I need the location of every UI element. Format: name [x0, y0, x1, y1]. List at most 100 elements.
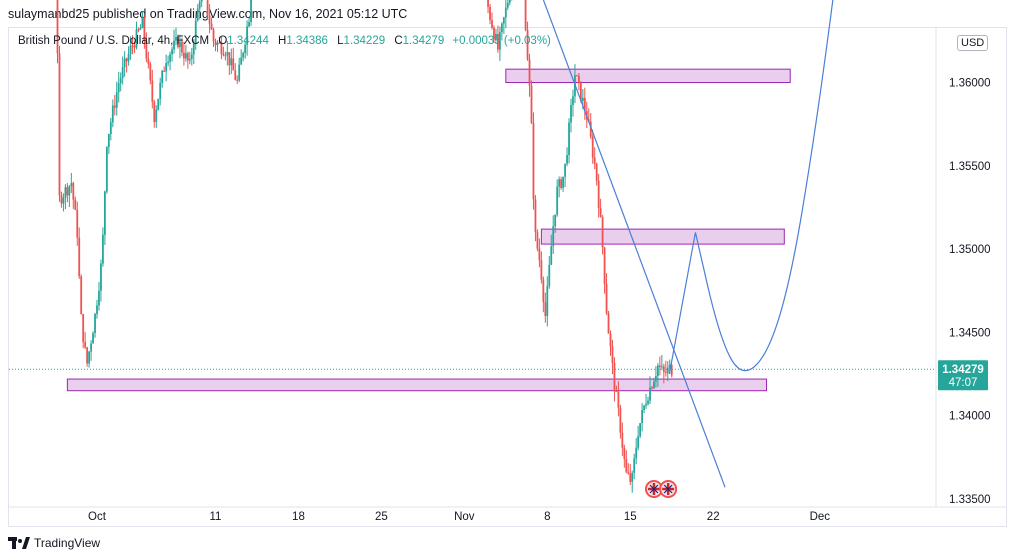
candle-body [489, 6, 491, 20]
candle-body [109, 122, 112, 135]
time-tick-label: 22 [707, 511, 720, 523]
candle-body [593, 157, 596, 164]
candle-body [613, 362, 616, 392]
projection-path [668, 0, 834, 375]
candle-body [508, 0, 511, 3]
candle-body [611, 346, 614, 363]
candle-body [194, 20, 197, 44]
candle-body [115, 92, 118, 108]
candle-body [196, 8, 199, 21]
close-label: C [394, 35, 403, 47]
candle-body [621, 432, 624, 448]
candle-body [609, 333, 612, 347]
candle-body [147, 58, 150, 64]
candle-body [113, 105, 116, 108]
currency-button[interactable]: USD [957, 35, 989, 51]
candle-body [562, 176, 564, 188]
candle-body [601, 216, 604, 248]
candle-body [100, 263, 102, 291]
open-value: 1.34244 [227, 35, 269, 47]
candle-body [131, 45, 134, 47]
candle-body [129, 45, 132, 54]
candle-body [92, 333, 94, 344]
price-tick-label: 1.35500 [949, 161, 991, 173]
candle-body [570, 105, 572, 123]
candle-body [595, 163, 598, 181]
uk-flag-icon [649, 484, 659, 494]
candle-body [70, 183, 73, 187]
candle-body [499, 32, 501, 50]
low-value: 1.34229 [343, 35, 386, 47]
candle-body [165, 63, 168, 72]
time-tick-label: 18 [292, 511, 305, 523]
time-tick-label: 8 [544, 511, 550, 523]
candle-body [615, 391, 618, 393]
price-tick-label: 1.36000 [949, 78, 991, 90]
candle-body [493, 27, 495, 40]
candle-body [583, 97, 586, 112]
candle-body [210, 23, 213, 30]
candle-body [226, 52, 229, 56]
candle-body [157, 98, 160, 110]
time-tick-label: Oct [88, 511, 107, 523]
candle-body [56, 0, 59, 54]
candle-body [198, 1, 201, 9]
candle-body [591, 136, 594, 158]
candle-body [578, 75, 580, 82]
price-tick-label: 1.35000 [949, 244, 991, 256]
candle-body [607, 313, 610, 334]
candle-body [599, 208, 602, 217]
zone-lower-mid [540, 228, 785, 245]
candle-body [171, 49, 173, 55]
tradingview-logo-icon [8, 537, 30, 549]
candle-body [670, 365, 673, 376]
candle-body [631, 472, 634, 482]
candle-body [186, 53, 189, 61]
candle-body [119, 78, 122, 84]
candle-body [250, 0, 252, 23]
time-tick-label: Dec [810, 511, 831, 523]
candle-body [576, 75, 578, 77]
candle-body [139, 27, 142, 30]
footer: TradingView [8, 536, 100, 550]
candle-body [658, 365, 661, 368]
candle-body [155, 109, 158, 123]
candle-body [524, 0, 527, 30]
candle-body [190, 54, 193, 59]
last-price-value: 1.34279 [942, 364, 984, 376]
candle-body [643, 405, 645, 410]
candle-body [151, 80, 154, 102]
candle-body [64, 187, 67, 198]
candle-body [127, 53, 130, 62]
candle-body [242, 52, 245, 58]
candle-body [534, 199, 537, 233]
candle-body [491, 19, 493, 28]
candle-body [78, 237, 81, 277]
candle-body [58, 53, 61, 196]
candle-body [639, 423, 642, 437]
candle-body [544, 302, 547, 317]
candle-body [212, 29, 215, 42]
candle-body [177, 36, 179, 48]
candle-body [117, 83, 120, 93]
candle-body [161, 70, 164, 84]
candle-body [234, 70, 237, 80]
candle-body [179, 41, 181, 48]
candle-body [526, 29, 529, 60]
candle-body [188, 58, 191, 61]
time-tick-label: 15 [624, 511, 637, 523]
candle-body [141, 17, 144, 28]
candle-body [94, 313, 96, 334]
candle-body [548, 264, 551, 287]
bar-countdown: 47:07 [949, 377, 978, 389]
chart-frame [8, 27, 1007, 527]
candle-body [566, 155, 568, 164]
candle-body [218, 42, 221, 44]
time-tick-label: 11 [210, 511, 222, 523]
candle-body [181, 41, 183, 53]
candle-body [528, 59, 531, 86]
candle-body [605, 284, 608, 314]
candle-body [532, 123, 535, 200]
candle-body [216, 42, 219, 46]
